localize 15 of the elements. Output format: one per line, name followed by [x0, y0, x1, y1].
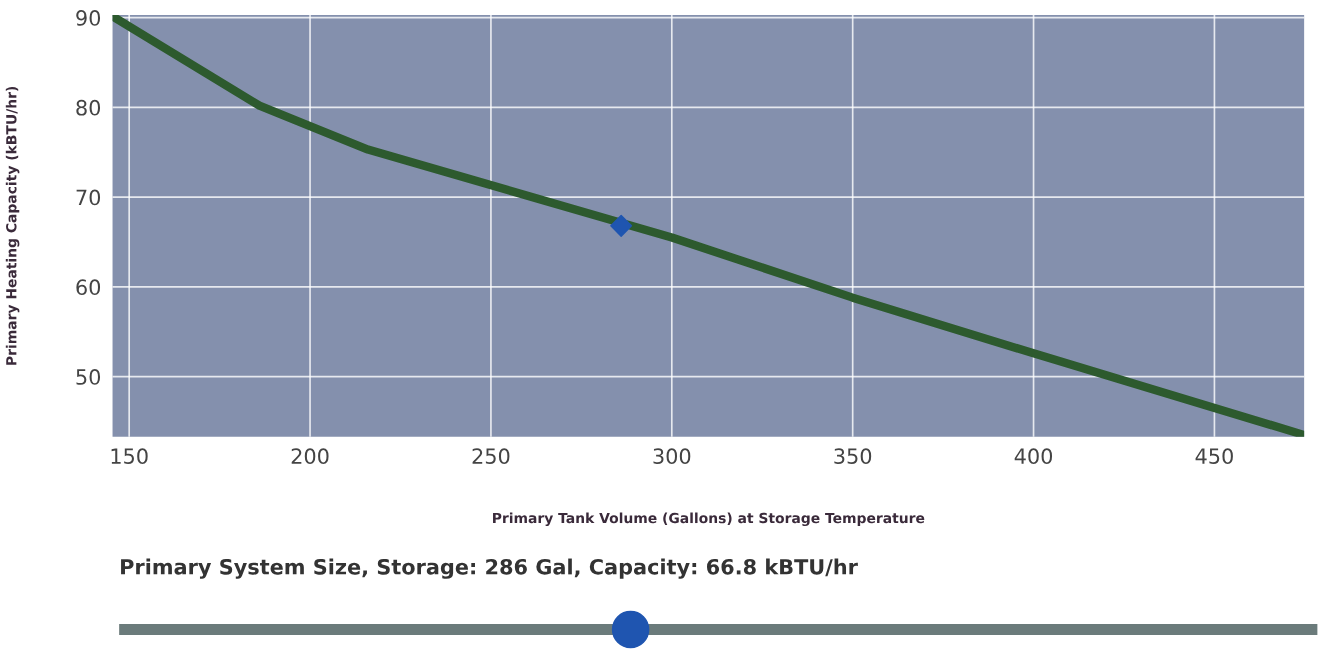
x-axis-title: Primary Tank Volume (Gallons) at Storage Temperature: [493, 512, 925, 527]
x-tick-label: 400: [1014, 448, 1053, 465]
x-tick-label: 150: [111, 448, 148, 465]
text: Primary System Size, Storage: 286 Gal, Capacity: 66.8 kBTU/hr: [121, 558, 858, 579]
y-tick-label: 80: [76, 99, 101, 116]
y-tick-label: 70: [76, 189, 101, 206]
y-tick-label: 90: [76, 10, 101, 26]
x-tick-label: 300: [653, 448, 691, 465]
x-tick-label: 350: [834, 448, 872, 465]
x-tick-label: 200: [291, 448, 329, 465]
y-axis-title: Primary Heating Capacity (kBTU/hr): [5, 86, 20, 365]
x-tick-label: 450: [1195, 448, 1233, 465]
y-tick-label: 60: [76, 279, 101, 296]
y-tick-label: 50: [76, 369, 101, 385]
x-tick-label: 250: [472, 448, 510, 465]
